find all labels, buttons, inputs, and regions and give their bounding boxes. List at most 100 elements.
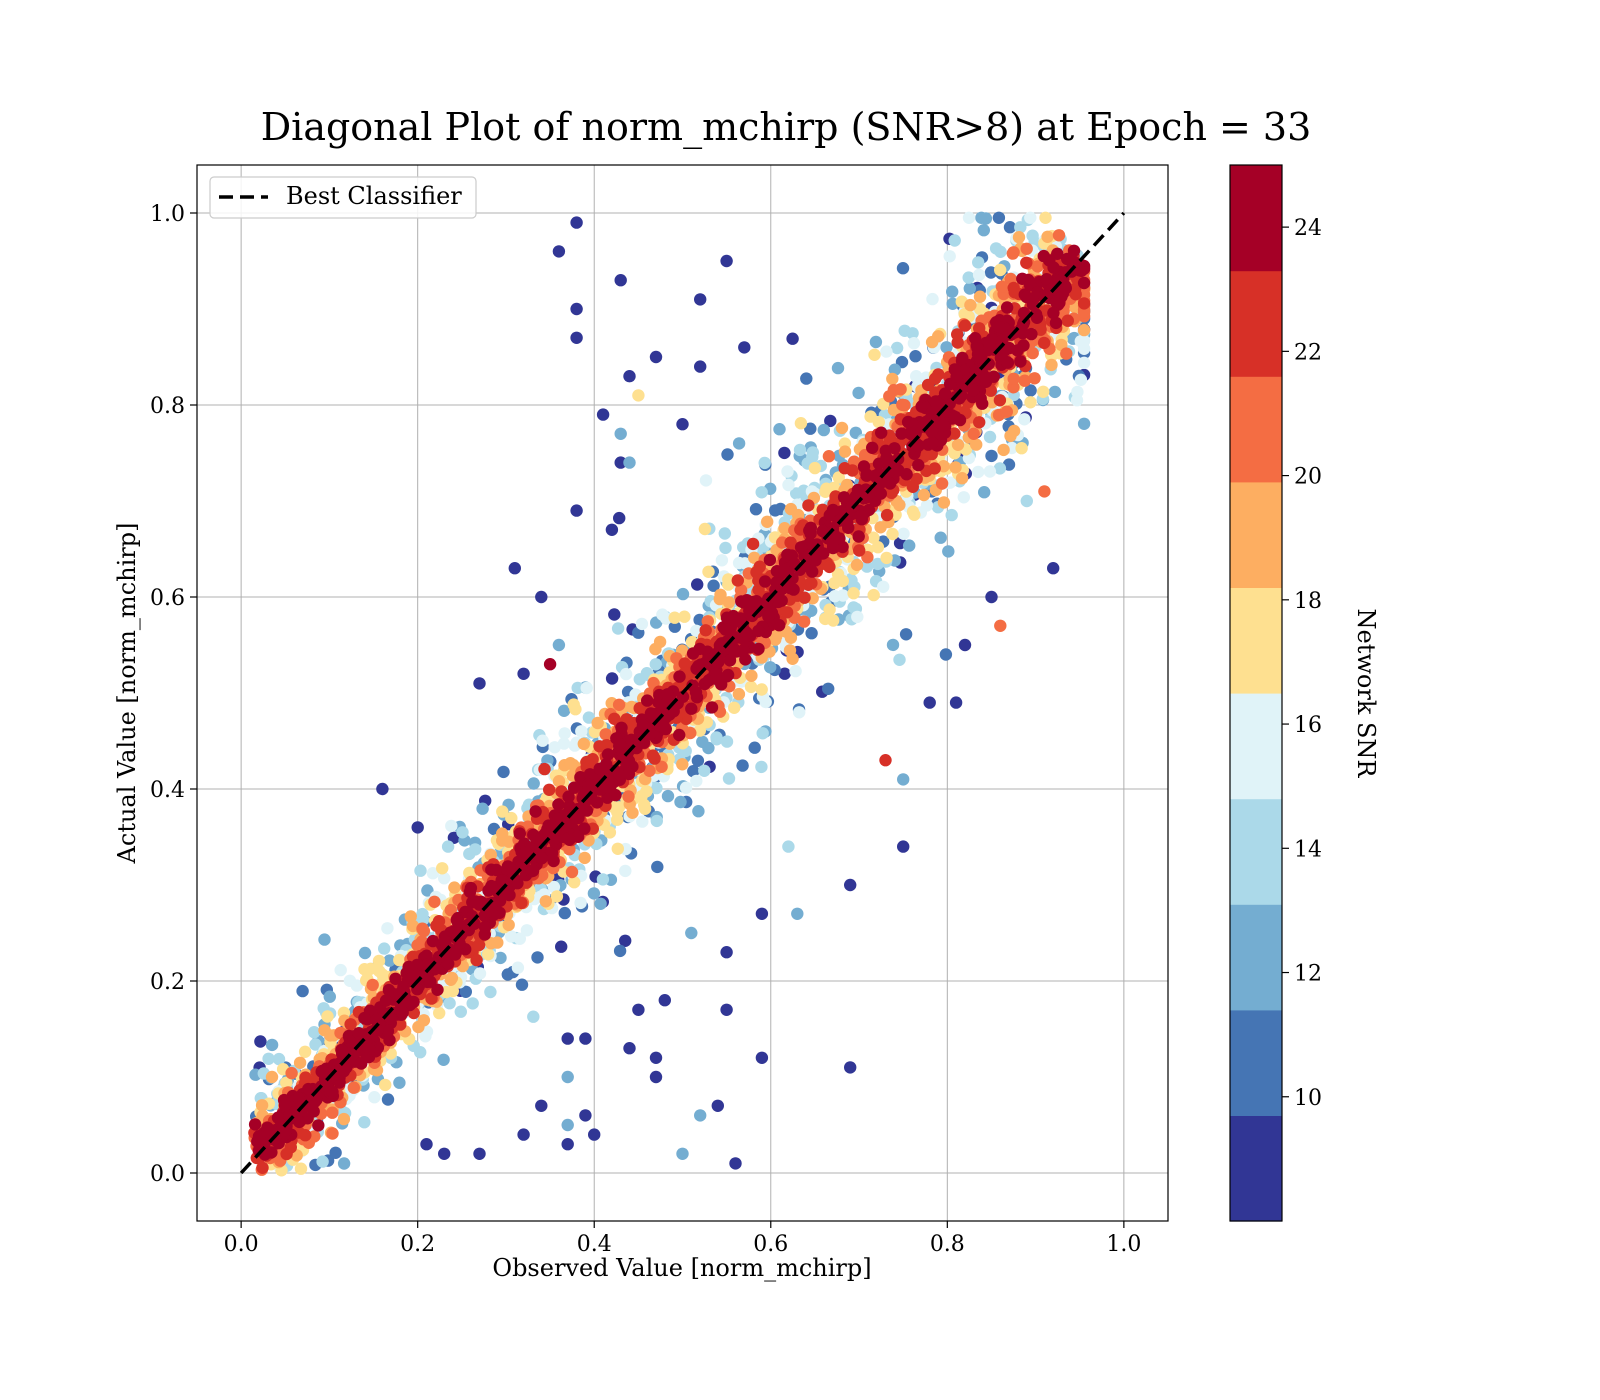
scatter-point [995, 280, 1009, 293]
scatter-point [421, 884, 434, 897]
scatter-point [636, 815, 649, 828]
scatter-point [1040, 273, 1053, 286]
scatter-point [942, 545, 955, 558]
scatter-point [432, 915, 446, 928]
scatter-point [831, 568, 845, 581]
scatter-point [867, 588, 880, 602]
scatter-point [707, 579, 720, 592]
scatter-point [1000, 301, 1014, 314]
scatter-point [894, 383, 907, 396]
scatter-point [531, 951, 544, 964]
scatter-point [426, 867, 440, 880]
scatter-point [555, 940, 568, 953]
scatter-point [992, 211, 1006, 224]
scatter-point [828, 590, 841, 603]
scatter-point [619, 864, 632, 878]
scatter-point [591, 716, 604, 730]
scatter-point [586, 753, 599, 766]
scatter-point [272, 1052, 286, 1066]
scatter-point [715, 554, 729, 567]
scatter-point [1071, 385, 1084, 399]
scatter-point [558, 727, 571, 740]
scatter-point [445, 819, 458, 833]
scatter-point [838, 462, 851, 475]
scatter-point [978, 486, 991, 499]
scatter-point [804, 422, 817, 435]
scatter-point [557, 737, 571, 750]
scatter-point [1074, 373, 1088, 386]
scatter-point [782, 478, 795, 492]
scatter-point [1077, 417, 1091, 430]
scatter-point [893, 653, 906, 666]
scatter-point [613, 511, 626, 525]
scatter-point [979, 212, 993, 225]
scatter-point [441, 840, 455, 853]
scatter-point [578, 851, 591, 865]
scatter-point [562, 790, 575, 803]
scatter-point [443, 997, 456, 1010]
scatter-point [248, 1118, 262, 1131]
scatter-point [678, 610, 691, 623]
scatter-point [872, 415, 885, 429]
scatter-point [347, 1081, 360, 1094]
scatter-point [937, 496, 951, 509]
scatter-point [1003, 221, 1017, 234]
scatter-point [896, 398, 909, 411]
scatter-point [379, 1078, 392, 1092]
scatter-point [847, 587, 860, 600]
scatter-point [568, 876, 581, 889]
scatter-point [1012, 231, 1026, 244]
scatter-point [722, 573, 735, 586]
scatter-point [728, 701, 741, 714]
scatter-point [910, 370, 923, 383]
scatter-points [248, 211, 1091, 1177]
scatter-point [548, 741, 561, 754]
scatter-point [721, 448, 734, 461]
scatter-point [822, 450, 836, 463]
scatter-point [1024, 396, 1037, 409]
scatter-point [945, 508, 958, 522]
scatter-point [908, 508, 921, 521]
scatter-point [853, 544, 866, 557]
scatter-point [897, 527, 910, 540]
scatter-point [934, 531, 947, 544]
scatter-point [515, 978, 529, 991]
scatter-point [571, 681, 584, 695]
scatter-point [1026, 229, 1039, 242]
scatter-point [383, 954, 396, 967]
scatter-point [993, 394, 1007, 407]
scatter-point [484, 985, 497, 999]
scatter-point [583, 768, 597, 781]
scatter-point [719, 623, 732, 636]
scatter-point [321, 1010, 334, 1023]
scatter-point [433, 1006, 446, 1020]
scatter-point [658, 702, 671, 715]
scatter-point [444, 903, 457, 917]
scatter-point [366, 978, 379, 992]
scatter-point [661, 789, 675, 803]
scatter-point [702, 565, 715, 578]
chart-title: Diagonal Plot of norm_mchirp (SNR>8) at … [261, 105, 1312, 150]
scatter-point [1060, 347, 1073, 360]
scatter-point [823, 560, 836, 574]
scatter-point [318, 933, 331, 946]
scatter-point [939, 648, 953, 661]
scatter-point [674, 795, 687, 809]
scatter-point [687, 765, 700, 778]
scatter-point [805, 577, 818, 590]
scatter-point [690, 774, 703, 788]
scatter-point [714, 588, 727, 601]
scatter-point [505, 811, 518, 825]
scatter-point [692, 805, 705, 818]
scatter-point [746, 537, 760, 551]
scatter-point [611, 806, 624, 819]
scatter-point [613, 944, 627, 958]
scatter-point [593, 740, 606, 753]
scatter-point [425, 992, 438, 1005]
scatter-point [994, 245, 1007, 258]
scatter-point [1018, 374, 1031, 387]
scatter-point [1028, 372, 1041, 385]
scatter-point [484, 848, 497, 862]
scatter-point [951, 328, 964, 341]
